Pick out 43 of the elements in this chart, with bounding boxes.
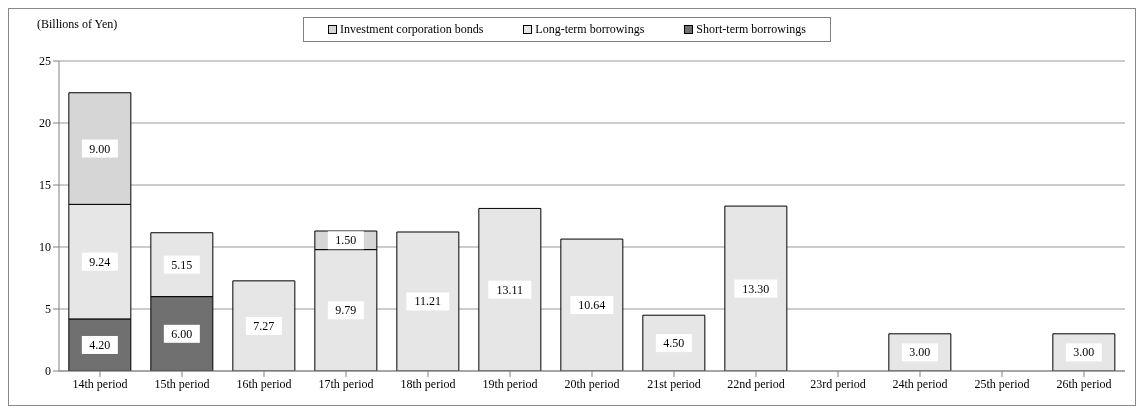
x-tick-label: 23rd period [810,376,866,391]
data-label: 9.79 [335,303,357,318]
data-label: 6.00 [171,326,193,341]
data-label: 7.27 [253,318,275,333]
bar [396,231,460,371]
data-label: 3.00 [909,345,931,360]
y-tick-label: 20 [39,116,51,131]
legend-label: Long-term borrowings [534,22,645,37]
x-tick-label: 14th period [72,376,128,391]
bar [232,280,296,371]
data-label: 4.50 [663,336,685,351]
x-tick-label: 20th period [564,376,620,391]
x-tick-label: 24th period [892,376,948,391]
x-tick-label: 15th period [154,376,210,391]
y-tick-label: 25 [39,54,51,69]
y-tick-label: 5 [45,302,51,317]
data-label: 13.11 [496,282,524,297]
data-label: 4.20 [89,337,111,352]
data-label: 9.24 [89,254,111,269]
x-tick-label: 19th period [482,376,538,391]
x-tick-label: 21st period [647,376,701,391]
data-label: 11.21 [414,294,442,309]
y-axis-title: (Billions of Yen) [37,17,118,32]
x-tick-label: 17th period [318,376,374,391]
y-tick-label: 15 [39,178,51,193]
y-tick-label: 0 [45,364,51,379]
x-tick-label: 22nd period [727,376,785,391]
bar [478,207,542,371]
data-label: 13.30 [742,281,770,296]
data-label: 3.00 [1073,345,1095,360]
x-tick-label: 16th period [236,376,292,391]
bar [560,238,624,371]
x-tick-label: 25th period [974,376,1030,391]
data-label: 9.00 [89,141,111,156]
data-label: 5.15 [171,257,193,272]
y-tick-label: 10 [39,240,51,255]
x-tick-label: 26th period [1056,376,1112,391]
legend-label: Investment corporation bonds [339,22,484,37]
legend-label: Short-term borrowings [695,22,806,37]
x-tick-label: 18th period [400,376,456,391]
data-label: 10.64 [578,298,606,313]
data-label: 1.50 [335,233,357,248]
bar [724,205,788,371]
